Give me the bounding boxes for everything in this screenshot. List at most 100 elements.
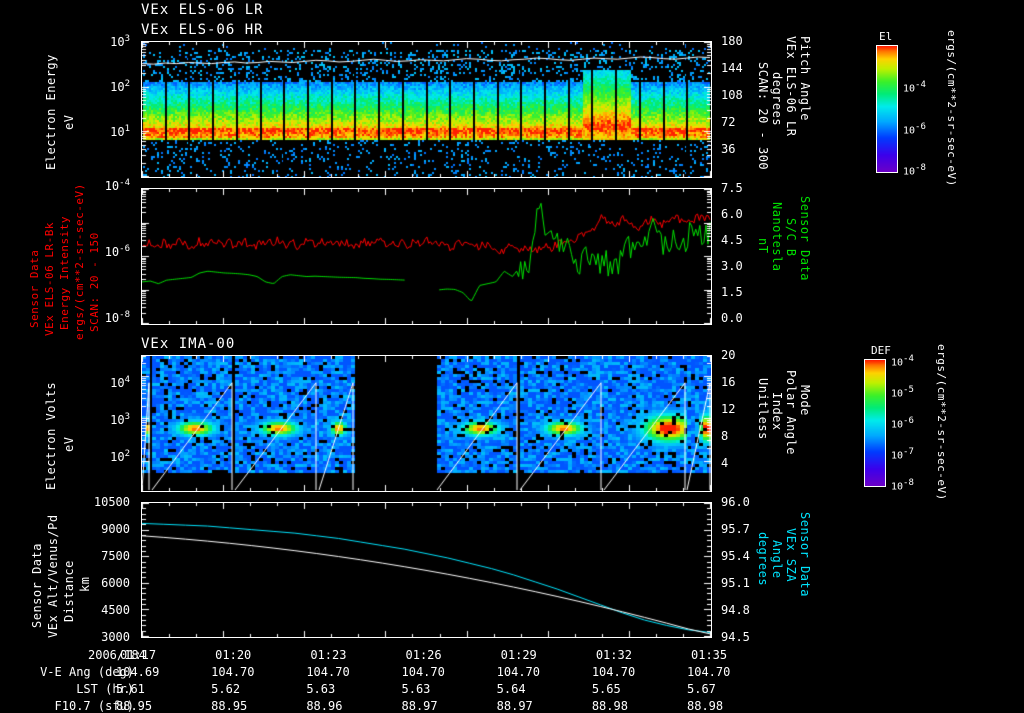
panel1-right-ytick-2: 108 bbox=[721, 88, 743, 102]
panel3-plot-area bbox=[141, 355, 712, 492]
panel2-right-ytick-3: 3.0 bbox=[721, 259, 743, 273]
panel1-colorbar-units: ergs/(cm**2-sr-sec-eV) bbox=[945, 30, 958, 187]
panel2-right-label-0: Sensor Data bbox=[798, 196, 812, 281]
panel1-colorbar-title: El bbox=[879, 30, 893, 43]
panel1-right-ytick-3: 72 bbox=[721, 115, 736, 129]
panel3-ytick-2: 102 bbox=[110, 449, 130, 464]
panel1-colorbar-tick-2: 10-8 bbox=[903, 163, 926, 178]
panel2-right-ytick-0: 7.5 bbox=[721, 181, 743, 195]
panel4-right-ytick-2: 95.4 bbox=[721, 549, 750, 563]
xaxis-row-value: 5.61 bbox=[116, 682, 145, 696]
panel3-ylabel-1: Electron Volts bbox=[44, 381, 58, 490]
panel4-ytick-0: 10500 bbox=[93, 495, 130, 509]
panel1-colorbar-tick-1: 10-6 bbox=[903, 122, 926, 137]
panel4-right-label-1: VEx SZA bbox=[784, 528, 798, 583]
xaxis-time-label: 01:26 bbox=[405, 648, 442, 662]
panel4-right-ytick-4: 94.8 bbox=[721, 603, 750, 617]
panel4-right-ytick-5: 94.5 bbox=[721, 630, 750, 644]
panel1-right-label-2: degrees bbox=[770, 72, 784, 127]
panel4-ytick-1: 9000 bbox=[101, 522, 130, 536]
xaxis-time-label: 01:32 bbox=[595, 648, 632, 662]
xaxis-row-value: 88.98 bbox=[591, 699, 628, 713]
panel4-ytick-2: 7500 bbox=[101, 549, 130, 563]
xaxis-row-value: 88.95 bbox=[116, 699, 153, 713]
xaxis-row-value: 88.97 bbox=[496, 699, 533, 713]
panel3-colorbar-tick-2: 10-6 bbox=[891, 416, 914, 431]
panel1-right-label-3: SCAN: 20 - 300 bbox=[756, 62, 770, 171]
panel2-right-label-2: Nanotesla bbox=[770, 202, 784, 272]
xaxis-row-value: 104.69 bbox=[116, 665, 160, 679]
panel3-colorbar bbox=[864, 359, 886, 487]
panel2-left-label-1: VEx ELS-06 LR-Bk bbox=[43, 222, 56, 336]
panel2-right-ytick-5: 0.0 bbox=[721, 311, 743, 325]
panel4-right-label-2: Angle bbox=[770, 540, 784, 579]
panel2-right-ytick-2: 4.5 bbox=[721, 233, 743, 247]
panel4-right-label-3: degrees bbox=[756, 532, 770, 587]
panel4-right-ytick-1: 95.7 bbox=[721, 522, 750, 536]
xaxis-time-label: 01:23 bbox=[310, 648, 347, 662]
xaxis-row-label: V-E Ang (deg) bbox=[40, 665, 134, 679]
xaxis-time-label: 01:17 bbox=[120, 648, 157, 662]
panel4-ytick-4: 4500 bbox=[101, 603, 130, 617]
xaxis-row-value: 88.95 bbox=[211, 699, 248, 713]
panel1-ylabel-2: eV bbox=[62, 114, 76, 130]
panel2-right-label-1: S/C B bbox=[784, 218, 798, 257]
xaxis-row-value: 88.98 bbox=[687, 699, 724, 713]
xaxis-row-value: 5.63 bbox=[401, 682, 431, 696]
xaxis-row-value: 5.64 bbox=[496, 682, 526, 696]
panel4-right-ytick-3: 95.1 bbox=[721, 576, 750, 590]
xaxis-time-label: 01:20 bbox=[215, 648, 252, 662]
panel4-left-label-0: Sensor Data bbox=[30, 543, 44, 628]
panel3-right-label-0: Mode bbox=[798, 385, 812, 416]
panel3-colorbar-units: ergs/(cm**2-sr-sec-eV) bbox=[935, 344, 948, 501]
xaxis-time-label: 01:35 bbox=[691, 648, 728, 662]
panel3-right-ytick-0: 20 bbox=[721, 348, 736, 362]
panel2-ytick-2: 10-8 bbox=[104, 310, 130, 325]
xaxis-row-value: 104.70 bbox=[591, 665, 636, 679]
panel4-ytick-3: 6000 bbox=[101, 576, 130, 590]
panel3-right-ytick-2: 12 bbox=[721, 402, 736, 416]
panel3-right-ytick-4: 4 bbox=[721, 456, 729, 470]
panel2-plot-area bbox=[141, 188, 712, 325]
panel1-colorbar bbox=[876, 45, 898, 173]
panel1-right-ytick-0: 180 bbox=[721, 34, 743, 48]
panel1-title-line2: VEx ELS-06 HR bbox=[141, 22, 264, 38]
panel3-right-ytick-1: 16 bbox=[721, 375, 736, 389]
panel4-ytick-5: 3000 bbox=[101, 630, 130, 644]
panel3-colorbar-tick-1: 10-5 bbox=[891, 385, 914, 400]
xaxis-row-value: 104.70 bbox=[401, 665, 445, 679]
panel3-ytick-0: 104 bbox=[110, 375, 130, 390]
xaxis-row-value: 5.63 bbox=[306, 682, 336, 696]
panel4-right-ytick-0: 96.0 bbox=[721, 495, 750, 509]
panel4-right-label-0: Sensor Data bbox=[798, 512, 812, 597]
panel1-right-ytick-4: 36 bbox=[721, 142, 736, 156]
panel1-colorbar-tick-0: 10-4 bbox=[903, 80, 926, 95]
xaxis-row-value: 5.62 bbox=[211, 682, 241, 696]
panel1-ytick-1: 102 bbox=[110, 79, 130, 94]
panel3-colorbar-tick-0: 10-4 bbox=[891, 354, 914, 369]
xaxis-row-value: 104.70 bbox=[211, 665, 255, 679]
panel2-ytick-0: 10-4 bbox=[104, 178, 130, 193]
panel3-colorbar-tick-3: 10-7 bbox=[891, 447, 914, 462]
panel1-ytick-2: 101 bbox=[110, 124, 130, 139]
panel1-right-ytick-1: 144 bbox=[721, 61, 743, 75]
xaxis-row-value: 5.65 bbox=[591, 682, 621, 696]
panel4-plot-area bbox=[141, 502, 712, 638]
panel1-plot-area bbox=[141, 41, 712, 178]
xaxis-row-value: 88.96 bbox=[306, 699, 343, 713]
xaxis-row-label: LST (hr) bbox=[76, 682, 134, 696]
panel3-right-ytick-3: 8 bbox=[721, 429, 729, 443]
xaxis-row-value: 5.67 bbox=[687, 682, 716, 696]
panel3-colorbar-title: DEF bbox=[871, 344, 891, 357]
panel2-ytick-1: 10-6 bbox=[104, 244, 130, 259]
panel3-ylabel-2: eV bbox=[62, 436, 76, 452]
panel2-right-label-3: nT bbox=[756, 238, 770, 254]
panel1-right-label-1: VEx ELS-06 LR bbox=[784, 36, 798, 137]
panel1-ytick-0: 103 bbox=[110, 34, 130, 49]
xaxis-row-label: F10.7 (sfu) bbox=[54, 699, 134, 713]
xaxis-row-value: 88.97 bbox=[401, 699, 438, 713]
panel3-right-label-3: Unitless bbox=[756, 378, 770, 440]
panel3-right-label-1: Polar Angle bbox=[784, 370, 798, 455]
panel1-ylabel-1: Electron Energy bbox=[44, 54, 58, 170]
